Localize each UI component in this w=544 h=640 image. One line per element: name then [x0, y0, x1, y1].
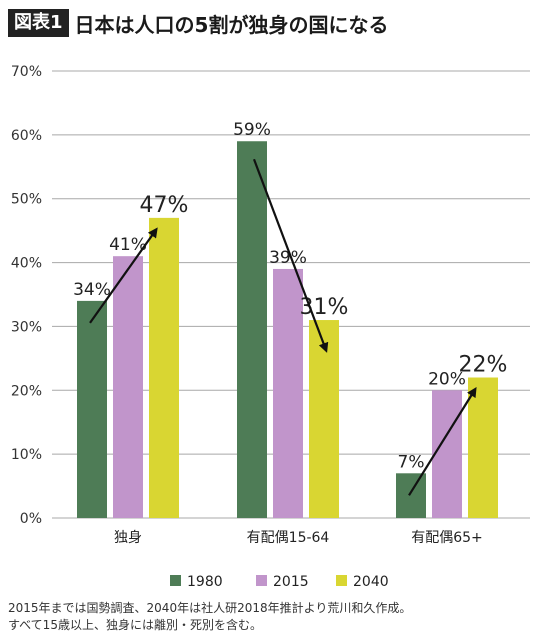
footnote-line-2: すべて15歳以上、独身には離別・死別を含む。	[8, 618, 262, 632]
chart-title: 日本は人口の5割が独身の国になる	[74, 12, 389, 37]
data-label: 41%	[109, 235, 147, 255]
trend-arrow	[252, 158, 329, 353]
bar	[309, 320, 339, 518]
footnote: 2015年までは国勢調査、2040年は社人研2018年推計より荒川和久作成。 す…	[8, 600, 538, 634]
trend-arrows	[89, 158, 477, 496]
legend: 1980 2015 2040	[170, 574, 389, 590]
bar	[77, 300, 107, 518]
data-label: 7%	[398, 452, 425, 472]
x-axis-categories: 独身 有配偶15-64 有配偶65+	[114, 530, 483, 546]
bar	[468, 377, 498, 518]
legend-label: 2015	[273, 574, 309, 590]
legend-label: 1980	[187, 574, 223, 590]
data-label: 39%	[269, 248, 307, 268]
data-label: 34%	[73, 280, 111, 300]
data-label: 59%	[233, 120, 271, 140]
trend-arrow	[89, 227, 158, 324]
bar-chart: 34%41%47%59%39%31%7%20%22% 0%10%20%30%40…	[11, 64, 530, 590]
data-label: 47%	[140, 193, 189, 218]
bar	[113, 256, 143, 518]
figure-badge: 図表1	[8, 9, 69, 37]
legend-swatch	[170, 575, 181, 586]
y-tick-label: 30%	[11, 319, 42, 335]
bar	[273, 268, 303, 518]
y-tick-label: 20%	[11, 383, 42, 399]
y-tick-label: 0%	[20, 511, 42, 527]
data-label: 20%	[428, 369, 466, 389]
trend-arrow	[408, 386, 477, 496]
y-tick-label: 70%	[11, 64, 42, 80]
footnote-line-1: 2015年までは国勢調査、2040年は社人研2018年推計より荒川和久作成。	[8, 601, 412, 615]
x-category-label: 独身	[114, 530, 142, 546]
legend-swatch	[336, 575, 347, 586]
x-category-label: 有配偶15-64	[247, 530, 330, 546]
bar	[237, 141, 267, 518]
data-label: 22%	[459, 353, 508, 378]
bar	[149, 217, 179, 518]
legend-label: 2040	[353, 574, 389, 590]
y-tick-label: 50%	[11, 192, 42, 208]
y-tick-label: 40%	[11, 256, 42, 272]
title-bar: 図表1 日本は人口の5割が独身の国になる	[8, 8, 388, 38]
y-tick-label: 10%	[11, 447, 42, 463]
bar	[396, 473, 426, 518]
bar	[432, 390, 462, 518]
y-axis-ticks: 0% 10% 20% 30% 40% 50% 60% 70%	[11, 64, 42, 527]
legend-swatch	[256, 575, 267, 586]
x-category-label: 有配偶65+	[411, 530, 483, 546]
y-tick-label: 60%	[11, 128, 42, 144]
data-labels: 34%41%47%59%39%31%7%20%22%	[73, 120, 507, 472]
bars	[77, 141, 498, 518]
